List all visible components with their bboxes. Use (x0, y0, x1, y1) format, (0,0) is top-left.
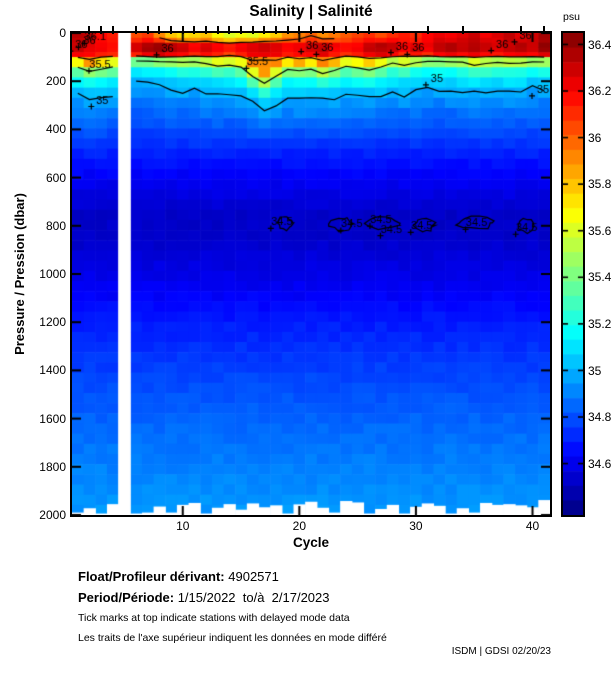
colorbar-tick-label: 35.6 (588, 223, 611, 238)
period-label: Period/Période: (78, 590, 175, 605)
delayed-mode-tick (333, 26, 336, 34)
y-axis-tick-label: 1400 (39, 363, 66, 378)
delayed-mode-tick (170, 26, 173, 34)
delayed-mode-tick (205, 26, 208, 34)
y-axis-tick-label: 1600 (39, 411, 66, 426)
delayed-mode-tick (146, 26, 149, 34)
period-line: Period/Période: 1/15/2022 to/à 2/17/2023 (78, 590, 330, 605)
heatmap-canvas (72, 33, 550, 515)
colorbar-tick-label: 36 (588, 130, 602, 145)
delayed-mode-tick (135, 26, 138, 34)
y-axis-tick-label: 1800 (39, 459, 66, 474)
x-axis-tick-label: 40 (525, 519, 540, 533)
colorbar-tick-label: 36.2 (588, 84, 611, 99)
y-axis-tick-label: 1000 (39, 267, 66, 281)
delayed-mode-tick (426, 26, 429, 34)
x-axis-label: Cycle (292, 535, 330, 550)
colorbar-unit-label: psu (563, 11, 580, 23)
delayed-mode-tick (181, 26, 184, 34)
y-axis-tick-label: 1200 (39, 315, 66, 330)
x-axis-tick-label: 30 (409, 519, 423, 533)
period-value: 1/15/2022 to/à 2/17/2023 (177, 590, 330, 605)
delayed-mode-tick (111, 26, 114, 34)
colorbar-tick-label: 36.4 (588, 37, 611, 52)
y-axis-tick-label: 400 (45, 122, 66, 137)
delayed-mode-tick (461, 26, 464, 34)
y-axis-tick-label: 600 (45, 170, 66, 185)
delayed-mode-tick (275, 26, 278, 34)
colorbar-tick-label: 35.2 (588, 317, 611, 332)
float-id-line: Float/Profileur dérivant: 4902571 (78, 569, 279, 584)
delayed-mode-tick (216, 26, 219, 34)
note-en: Tick marks at top indicate stations with… (78, 612, 350, 624)
y-axis-tick-label: 0 (59, 26, 66, 40)
delayed-mode-tick (321, 26, 324, 34)
delayed-mode-tick (356, 26, 359, 34)
colorbar-tick-label: 35 (588, 363, 602, 378)
delayed-mode-tick (310, 26, 312, 34)
colorbar-frame (561, 31, 585, 517)
colorbar-canvas (563, 33, 583, 515)
colorbar-tick-label: 34.6 (588, 456, 611, 471)
delayed-mode-tick (251, 26, 254, 34)
chart-title: Salinity | Salinité (249, 3, 373, 20)
delayed-mode-tick (543, 26, 546, 34)
delayed-mode-tick (263, 26, 266, 34)
note-fr: Les traits de l'axe supérieur indiquent … (78, 632, 387, 644)
delayed-mode-tick (298, 26, 301, 34)
x-axis-tick-label: 20 (292, 519, 306, 533)
x-axis-tick-label: 10 (176, 519, 190, 533)
delayed-mode-tick (100, 26, 103, 34)
delayed-mode-tick (519, 26, 522, 34)
delayed-mode-tick (228, 26, 231, 34)
y-axis-tick-label: 800 (45, 218, 66, 233)
delayed-mode-tick (344, 26, 347, 34)
colorbar-tick-label: 34.8 (588, 410, 611, 425)
delayed-mode-tick (286, 26, 289, 34)
y-axis-tick-label: 200 (45, 74, 66, 89)
colorbar-tick-label: 35.8 (588, 177, 611, 192)
float-label: Float/Profileur dérivant: (78, 569, 225, 584)
y-axis-tick-label: 2000 (39, 508, 66, 522)
delayed-mode-tick (158, 26, 161, 34)
credit: ISDM | GDSI 02/20/23 (451, 646, 551, 657)
delayed-mode-tick (368, 26, 371, 34)
delayed-mode-tick (391, 26, 394, 34)
delayed-mode-tick (193, 26, 196, 34)
delayed-mode-tick (88, 26, 91, 34)
colorbar-tick-label: 35.4 (588, 270, 611, 285)
delayed-mode-tick (240, 26, 243, 34)
float-id: 4902571 (228, 569, 279, 584)
